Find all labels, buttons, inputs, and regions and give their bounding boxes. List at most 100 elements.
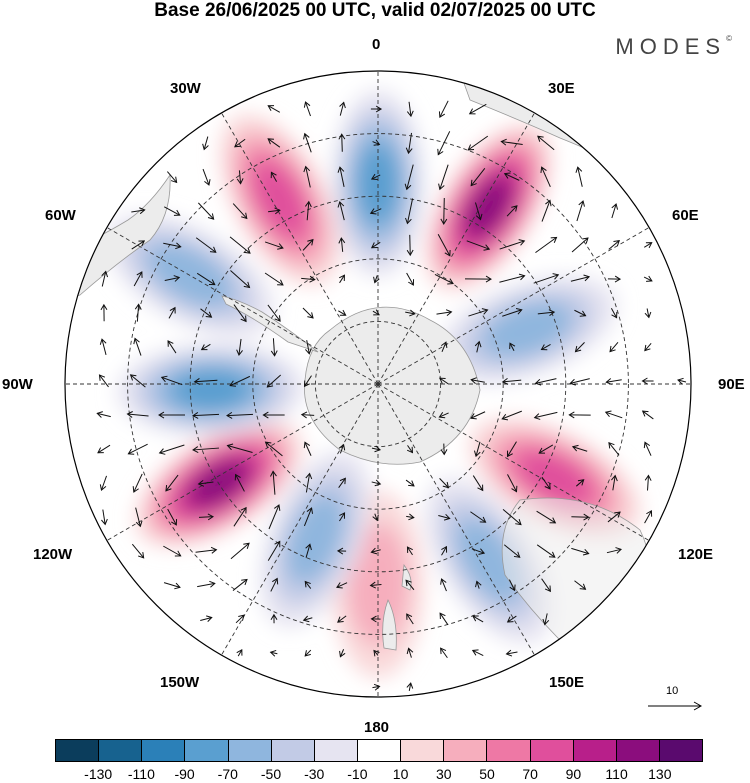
new-zealand-landmass	[382, 563, 412, 651]
wind-arrow	[434, 273, 454, 285]
wind-arrow	[441, 341, 448, 353]
wind-arrow	[536, 544, 556, 558]
latitude-circle	[127, 133, 629, 635]
wind-arrow	[537, 309, 556, 317]
wind-arrow	[372, 139, 381, 146]
wind-arrow	[609, 342, 619, 353]
wind-arrow	[196, 272, 216, 286]
wind-arrow	[303, 507, 314, 527]
wind-arrow	[576, 200, 585, 222]
wind-arrow	[200, 343, 211, 351]
wind-arrow	[230, 542, 250, 560]
wind-arrow	[466, 240, 491, 251]
wind-arrow	[164, 206, 181, 216]
colorbar-tick-label: -70	[217, 766, 238, 782]
wind-arrow	[303, 441, 312, 456]
colorbar-swatch	[444, 740, 488, 761]
wind-arrow	[101, 270, 109, 287]
wind-arrow	[406, 546, 413, 556]
wind-arrow	[541, 578, 551, 593]
wind-arrow	[338, 237, 346, 252]
wind-arrow	[370, 105, 383, 113]
wind-arrow	[470, 411, 486, 420]
anomaly-contour-4-2	[456, 518, 521, 603]
lon-label-90w: 90W	[2, 376, 33, 393]
wind-arrow	[96, 411, 111, 418]
wind-arrow	[127, 443, 148, 455]
lon-label-30e: 30E	[548, 80, 575, 97]
wind-arrow	[468, 308, 489, 317]
meridian-line	[106, 227, 379, 385]
lon-label-180: 180	[364, 719, 390, 736]
wind-arrow	[303, 375, 312, 388]
wind-arrow	[101, 509, 108, 526]
wind-arrow	[370, 241, 381, 249]
colorbar-tick-label: -10	[347, 766, 368, 782]
meridian-line	[377, 112, 535, 385]
wind-arrow	[229, 375, 251, 387]
wind-arrow	[167, 508, 178, 526]
wind-arrow	[234, 473, 245, 492]
wind-arrow	[270, 171, 278, 182]
wind-arrow	[236, 170, 244, 185]
wind-arrow	[339, 274, 345, 284]
graticule	[65, 71, 691, 697]
wind-arrow	[507, 441, 517, 458]
wind-arrow	[438, 411, 449, 419]
wind-arrow	[229, 236, 251, 254]
wind-arrow	[305, 340, 312, 355]
wind-arrow	[304, 649, 312, 657]
wind-arrow	[262, 411, 285, 419]
wind-arrow	[604, 410, 623, 419]
lon-label-150e: 150E	[549, 674, 585, 691]
wind-arrow	[267, 138, 281, 148]
colorbar-swatch	[271, 740, 315, 761]
wind-arrow	[471, 548, 486, 555]
wind-arrow	[268, 504, 281, 530]
wind-arrow	[542, 613, 550, 626]
wind-arrow	[160, 375, 183, 386]
wind-arrow	[473, 441, 481, 458]
wind-arrow	[502, 508, 522, 526]
wind-arrow	[474, 202, 483, 221]
wind-arrow	[158, 411, 186, 419]
wind-arrow	[202, 136, 209, 151]
wind-arrow	[99, 475, 108, 492]
wind-arrow	[501, 378, 522, 385]
wind-arrow	[644, 343, 652, 352]
wind-arrow	[439, 478, 450, 489]
wind-arrow	[236, 338, 243, 356]
wind-arrow	[575, 166, 583, 187]
wind-arrow	[337, 200, 345, 221]
wind-arrow	[610, 308, 618, 319]
meridian-line	[221, 112, 379, 385]
wind-arrow	[470, 168, 486, 187]
wind-arrow	[264, 241, 284, 250]
wind-arrow	[230, 270, 251, 289]
wind-arrow	[471, 649, 484, 656]
wind-arrow	[338, 443, 346, 454]
wind-arrow	[301, 275, 316, 283]
wind-arrow	[405, 132, 413, 155]
wind-arrow	[436, 309, 453, 316]
wind-arrow	[507, 474, 518, 493]
wind-arrow	[371, 479, 382, 487]
wind-arrow	[437, 233, 451, 257]
wind-arrow	[197, 479, 214, 487]
wind-arrow	[302, 615, 313, 623]
wind-arrow	[302, 307, 314, 319]
wind-arrow	[644, 509, 653, 524]
wind-arrow	[300, 411, 315, 419]
wind-arrow	[437, 131, 451, 156]
wind-arrow	[226, 411, 254, 419]
latitude-circle	[314, 320, 442, 448]
wind-arrow	[439, 612, 449, 626]
wind-arrow	[235, 614, 245, 624]
wind-arrow	[200, 308, 213, 318]
wind-arrow	[406, 445, 414, 454]
wind-arrow	[339, 512, 346, 522]
wind-arrow	[541, 199, 552, 222]
wind-arrow	[234, 138, 246, 148]
wind-arrow	[406, 647, 414, 658]
anomaly-contour-10-3	[254, 163, 306, 236]
